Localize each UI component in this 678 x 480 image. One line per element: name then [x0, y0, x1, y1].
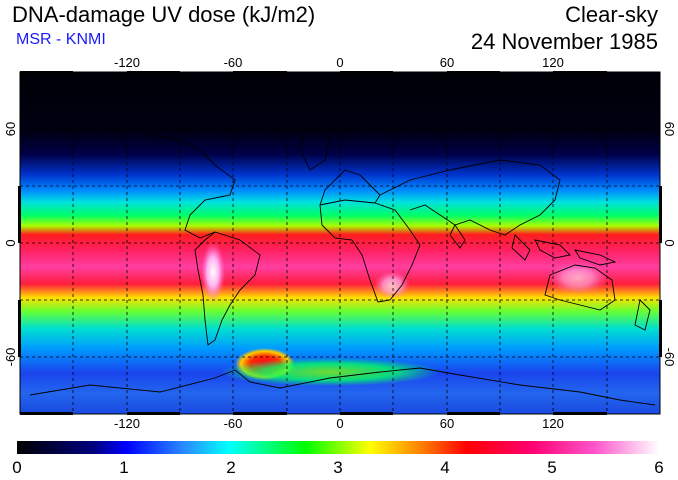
lon-label-bottom-m120: -120 — [114, 416, 140, 431]
colorbar-label-2: 2 — [226, 458, 236, 477]
lat-label-right-0: 0 — [662, 239, 677, 246]
colorbar-label-4: 4 — [440, 458, 450, 477]
colorbar-label-0: 0 — [12, 458, 22, 477]
lon-label-top-60: 60 — [440, 55, 454, 70]
lat-label-left-m60: -60 — [3, 348, 18, 367]
lon-label-bottom-m60: -60 — [224, 416, 243, 431]
andes-high-spot — [201, 242, 225, 302]
lon-label-bottom-0: 0 — [336, 416, 343, 431]
southern-green-band — [220, 358, 440, 386]
coastlines — [29, 127, 656, 406]
graticule — [20, 72, 660, 414]
colorbar-label-1: 1 — [119, 458, 129, 477]
page-title: DNA-damage UV dose (kJ/m2) — [12, 2, 316, 27]
date-label: 24 November 1985 — [470, 29, 658, 54]
sky-condition-label: Clear-sky — [565, 2, 658, 27]
africa-high-spot — [374, 271, 410, 299]
colorbar-label-6: 6 — [654, 458, 664, 477]
lat-label-left-60: 60 — [3, 122, 18, 136]
colorbar-label-3: 3 — [333, 458, 343, 477]
lat-label-right-60: 60 — [662, 122, 677, 136]
lon-label-top-120: 120 — [542, 55, 564, 70]
map-frame — [18, 71, 662, 415]
lon-label-bottom-120: 120 — [542, 416, 564, 431]
colorbar-label-5: 5 — [547, 458, 557, 477]
lon-label-top-m60: -60 — [224, 55, 243, 70]
data-source-label: MSR - KNMI — [16, 31, 106, 48]
lat-label-right-m60: -60 — [662, 348, 677, 367]
lon-label-bottom-60: 60 — [440, 416, 454, 431]
colorbar — [17, 441, 659, 454]
lat-label-left-0: 0 — [3, 239, 18, 246]
lon-label-top-0: 0 — [336, 55, 343, 70]
australia-high-spot — [548, 262, 608, 294]
lon-label-top-m120: -120 — [114, 55, 140, 70]
